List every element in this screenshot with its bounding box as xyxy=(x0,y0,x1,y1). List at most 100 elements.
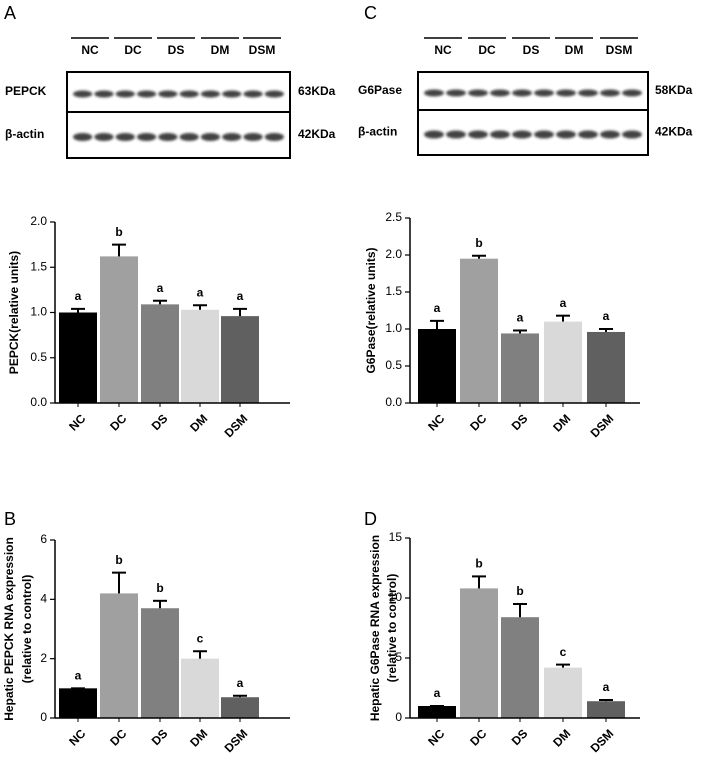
blot-band xyxy=(243,133,263,141)
y-axis-label: G6Pase(relative units) xyxy=(364,247,378,373)
x-tick-label: DM xyxy=(187,726,210,749)
blot-row-name: β-actin xyxy=(358,125,397,139)
blot-band xyxy=(512,89,532,97)
y-axis-label: PEPCK(relative units) xyxy=(7,251,21,374)
lane-label: NC xyxy=(81,43,99,57)
x-tick-label: DSM xyxy=(222,411,251,440)
bar xyxy=(181,309,219,403)
lane-label: DM xyxy=(211,43,230,57)
significance-letter: b xyxy=(156,581,163,595)
x-tick-label: DC xyxy=(107,411,129,433)
significance-letter: a xyxy=(560,296,567,310)
significance-letter: b xyxy=(475,557,482,571)
x-tick-label: DM xyxy=(550,726,573,749)
significance-letter: b xyxy=(516,584,523,598)
panel-label: B xyxy=(4,509,16,529)
blot-band xyxy=(468,89,488,97)
y-tick-label: 15 xyxy=(389,530,403,544)
y-tick-label: 1.5 xyxy=(30,259,47,273)
lane-label: DM xyxy=(565,43,584,57)
blot-band xyxy=(490,89,510,97)
blot-size: 58KDa xyxy=(655,83,693,97)
bar xyxy=(501,617,539,718)
significance-letter: a xyxy=(75,669,82,683)
bar xyxy=(141,608,179,718)
blot-band xyxy=(115,90,135,98)
blot-band xyxy=(73,90,93,98)
lane-label: DC xyxy=(124,43,142,57)
significance-letter: a xyxy=(237,289,244,303)
y-tick-label: 0.0 xyxy=(385,395,402,409)
x-tick-label: DSM xyxy=(588,726,617,755)
bar xyxy=(460,588,498,718)
blot-size: 42KDa xyxy=(298,127,336,141)
blot-band xyxy=(468,130,488,139)
lane-label: DS xyxy=(168,43,185,57)
blot-band xyxy=(200,133,221,141)
blot-band xyxy=(556,130,576,139)
x-tick-label: DSM xyxy=(222,726,251,755)
blot-band xyxy=(600,130,620,139)
bar xyxy=(221,316,259,403)
bar xyxy=(587,331,625,403)
blot-band xyxy=(578,130,598,139)
significance-letter: b xyxy=(115,225,122,239)
blot-band xyxy=(264,90,284,98)
blot-band xyxy=(512,130,532,139)
x-tick-label: DC xyxy=(467,411,489,433)
panel-label: D xyxy=(364,509,377,529)
lane-label: NC xyxy=(434,43,452,57)
blot-band xyxy=(179,133,199,141)
bar xyxy=(59,312,97,403)
blot-band xyxy=(179,90,199,98)
lane-label: DSM xyxy=(606,43,633,57)
blot-band xyxy=(222,133,242,141)
bar xyxy=(460,258,498,403)
x-tick-label: DS xyxy=(509,411,531,433)
blot-band xyxy=(578,89,598,97)
significance-letter: a xyxy=(197,285,204,299)
blot-band xyxy=(200,90,221,98)
blot-band xyxy=(73,133,93,141)
x-tick-label: DS xyxy=(149,726,171,748)
y-tick-label: 6 xyxy=(40,532,47,546)
y-tick-label: 2.0 xyxy=(30,214,47,228)
y-tick-label: 5 xyxy=(395,650,402,664)
x-tick-label: DM xyxy=(187,411,210,434)
blot-band xyxy=(490,130,510,139)
blot-band xyxy=(556,89,576,97)
y-tick-label: 2.5 xyxy=(385,210,402,224)
blot-row-name: β-actin xyxy=(5,127,44,141)
y-tick-label: 0 xyxy=(40,710,47,724)
significance-letter: a xyxy=(75,289,82,303)
x-tick-label: NC xyxy=(66,726,88,748)
y-tick-label: 1.0 xyxy=(30,305,47,319)
blot-band xyxy=(622,89,642,97)
blot-band xyxy=(264,133,284,141)
blot-row-name: PEPCK xyxy=(5,84,47,98)
blot-band xyxy=(446,89,466,97)
x-tick-label: NC xyxy=(66,411,88,433)
blot-band xyxy=(94,90,114,98)
significance-letter: a xyxy=(603,309,610,323)
blot-band xyxy=(600,89,620,97)
bar xyxy=(544,321,582,403)
y-tick-label: 0 xyxy=(395,710,402,724)
significance-letter: a xyxy=(157,281,164,295)
y-tick-label: 10 xyxy=(389,590,403,604)
significance-letter: b xyxy=(115,553,122,567)
blot-band xyxy=(115,133,135,141)
blot-band xyxy=(424,89,444,97)
y-axis-label: (relative to control) xyxy=(385,574,399,683)
blot-band xyxy=(243,90,263,98)
y-tick-label: 2 xyxy=(40,651,47,665)
significance-letter: a xyxy=(603,680,610,694)
bar xyxy=(501,333,539,403)
y-axis-label: Hepatic G6Pase RNA expression xyxy=(368,535,382,721)
blot-band xyxy=(94,133,114,141)
y-tick-label: 1.0 xyxy=(385,321,402,335)
x-tick-label: NC xyxy=(425,411,447,433)
x-tick-label: DSM xyxy=(588,411,617,440)
bar xyxy=(100,256,138,403)
